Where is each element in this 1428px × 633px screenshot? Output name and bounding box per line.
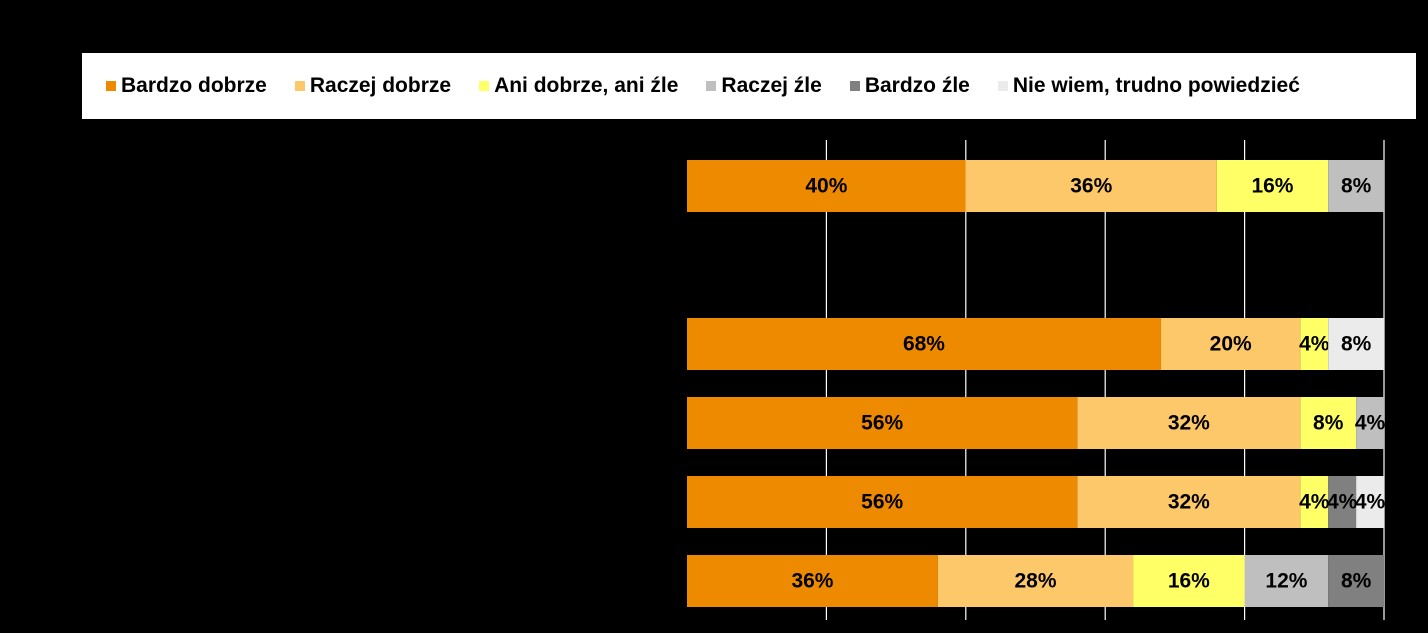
data-label: 8% (1341, 570, 1372, 593)
legend-label: Nie wiem, trudno powiedzieć (1012, 74, 1300, 97)
legend-swatch (479, 81, 490, 91)
bar-segment (687, 555, 938, 607)
data-label: 4% (1355, 491, 1386, 514)
data-label: 16% (1168, 570, 1210, 593)
legend-label: Bardzo źle (864, 74, 970, 97)
legend-item-ani-dobrze-ani-zle: Ani dobrze, ani źle (479, 74, 678, 98)
bar-segment (1244, 555, 1329, 607)
data-label: 4% (1327, 491, 1358, 514)
legend-label: Raczej dobrze (309, 74, 452, 97)
bar-segment (687, 476, 1078, 528)
bar-segment (1300, 397, 1357, 449)
bar-segment (1077, 397, 1301, 449)
legend-label: Bardzo dobrze (121, 74, 267, 97)
bar-segment (687, 318, 1161, 370)
legend-swatch (706, 81, 717, 91)
bar-segment (1300, 318, 1329, 370)
data-label: 56% (861, 412, 903, 435)
legend-item-raczej-zle: Raczej źle (706, 74, 822, 98)
bar-segment (1328, 555, 1384, 607)
data-label: 16% (1251, 175, 1293, 198)
data-label: 32% (1168, 491, 1210, 514)
legend-item-nie-wiem: Nie wiem, trudno powiedzieć (997, 74, 1300, 98)
legend-swatch (106, 81, 116, 91)
data-label: 8% (1341, 333, 1372, 356)
bar-segment (1328, 476, 1357, 528)
data-label: 36% (1070, 175, 1112, 198)
data-label: 40% (805, 175, 847, 198)
legend-label: Raczej źle (721, 74, 822, 97)
legend-item-bardzo-dobrze: Bardzo dobrze (106, 74, 267, 98)
legend-swatch (294, 81, 305, 91)
chart-legend: Bardzo dobrze Raczej dobrze Ani dobrze, … (82, 53, 1416, 119)
legend-swatch (997, 81, 1008, 91)
data-label: 4% (1299, 491, 1330, 514)
data-label: 20% (1210, 333, 1252, 356)
bar-segment (687, 397, 1078, 449)
bar-segment (1077, 476, 1301, 528)
data-label: 68% (903, 333, 945, 356)
bar-segment (687, 160, 966, 212)
bar-segment (1133, 555, 1245, 607)
data-label: 4% (1355, 412, 1386, 435)
bar-segment (1328, 160, 1384, 212)
bar-segment (1328, 318, 1384, 370)
legend-swatch (849, 81, 860, 91)
data-label: 36% (791, 570, 833, 593)
bar-segment (1160, 318, 1301, 370)
legend-item-raczej-dobrze: Raczej dobrze (294, 74, 452, 98)
data-label: 8% (1341, 175, 1372, 198)
legend-label: Ani dobrze, ani źle (494, 74, 679, 97)
data-label: 4% (1299, 333, 1330, 356)
bar-segment (1356, 476, 1384, 528)
legend-item-bardzo-zle: Bardzo źle (849, 74, 970, 98)
data-label: 28% (1014, 570, 1056, 593)
data-label: 12% (1265, 570, 1307, 593)
bar-segment (937, 555, 1134, 607)
data-label: 8% (1313, 412, 1344, 435)
bar-segment (1356, 397, 1384, 449)
bar-segment (1216, 160, 1329, 212)
bar-segment (1300, 476, 1329, 528)
bar-segment (965, 160, 1217, 212)
data-label: 56% (861, 491, 903, 514)
data-label: 32% (1168, 412, 1210, 435)
